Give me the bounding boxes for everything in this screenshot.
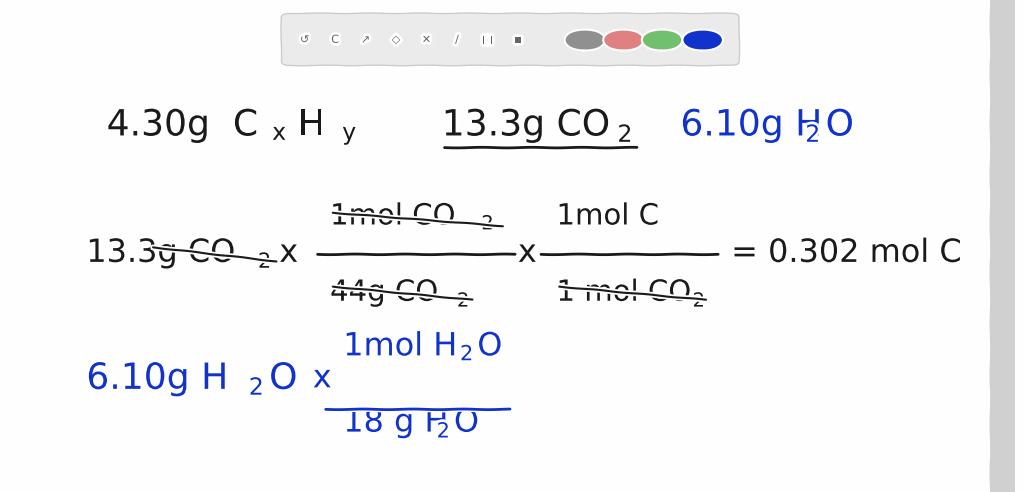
- Text: O: O: [269, 362, 297, 396]
- Text: 2: 2: [457, 292, 469, 310]
- Text: 2: 2: [805, 123, 820, 147]
- Text: 2: 2: [249, 376, 264, 400]
- Text: 1mol H: 1mol H: [343, 331, 458, 363]
- Text: □: □: [482, 35, 493, 45]
- Text: ▪: ▪: [514, 35, 521, 45]
- Circle shape: [684, 31, 721, 49]
- Text: 2: 2: [436, 422, 450, 441]
- Text: 2: 2: [617, 123, 633, 147]
- FancyBboxPatch shape: [282, 13, 739, 65]
- Text: y: y: [342, 121, 356, 145]
- Text: x: x: [280, 238, 298, 269]
- Text: O: O: [454, 407, 479, 439]
- Text: 1 mol CO: 1 mol CO: [556, 279, 691, 307]
- Text: 18 g H: 18 g H: [343, 407, 449, 439]
- Text: = 0.302 mol C: = 0.302 mol C: [731, 238, 962, 269]
- Text: x: x: [312, 363, 332, 395]
- Text: 4.30g  C: 4.30g C: [106, 108, 258, 143]
- Text: /: /: [455, 35, 459, 45]
- Text: 13.3g CO: 13.3g CO: [441, 108, 610, 143]
- Bar: [990, 0, 1016, 492]
- Text: 2: 2: [258, 252, 271, 272]
- Text: 6.10g H: 6.10g H: [680, 108, 822, 143]
- Text: x: x: [518, 238, 537, 269]
- Text: O: O: [825, 108, 854, 143]
- Text: 1mol C: 1mol C: [556, 203, 659, 230]
- Text: C: C: [331, 35, 339, 45]
- Text: 1mol CO: 1mol CO: [330, 203, 456, 230]
- Text: x: x: [272, 121, 286, 145]
- Text: ◇: ◇: [392, 35, 400, 45]
- Text: H: H: [298, 108, 325, 143]
- Text: ↗: ↗: [360, 35, 371, 45]
- Text: 6.10g H: 6.10g H: [86, 362, 228, 396]
- Circle shape: [644, 31, 680, 49]
- Text: O: O: [477, 331, 503, 363]
- Circle shape: [566, 31, 603, 49]
- Text: 2: 2: [460, 344, 473, 364]
- Text: ✕: ✕: [422, 35, 431, 45]
- Text: 2: 2: [481, 215, 494, 233]
- Text: 13.3g CO: 13.3g CO: [86, 238, 236, 269]
- Text: 44g CO: 44g CO: [330, 279, 438, 307]
- Text: 2: 2: [692, 292, 705, 310]
- Text: ↺: ↺: [300, 35, 309, 45]
- Circle shape: [605, 31, 642, 49]
